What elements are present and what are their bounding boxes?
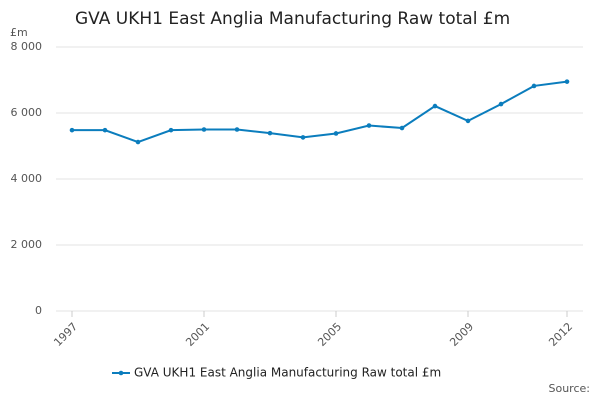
point bbox=[168, 127, 174, 133]
point bbox=[399, 125, 405, 131]
x-tick-label: 2001 bbox=[183, 320, 212, 349]
chart-title: GVA UKH1 East Anglia Manufacturing Raw t… bbox=[75, 9, 510, 29]
series-line bbox=[72, 80, 568, 144]
point bbox=[564, 79, 570, 84]
y-axis-label: £m bbox=[10, 26, 28, 39]
x-tick-label: 1997 bbox=[51, 320, 80, 349]
point bbox=[201, 127, 207, 132]
x-tick-label: 2005 bbox=[315, 320, 344, 349]
y-tick-label: 6 000 bbox=[11, 106, 43, 119]
x-tick-label: 2012 bbox=[546, 320, 575, 349]
point bbox=[465, 118, 471, 124]
point bbox=[498, 101, 504, 107]
point bbox=[300, 135, 306, 140]
point bbox=[366, 123, 372, 128]
point bbox=[531, 83, 537, 89]
point bbox=[432, 103, 438, 109]
point bbox=[333, 131, 339, 136]
source: Source: bbox=[549, 382, 591, 395]
point bbox=[267, 130, 273, 136]
y-tick-label: 0 bbox=[35, 304, 42, 317]
legend-marker bbox=[118, 370, 124, 376]
y-tick-label: 8 000 bbox=[11, 40, 43, 53]
y-tick-label: 2 000 bbox=[11, 238, 43, 251]
point bbox=[69, 127, 75, 133]
point bbox=[234, 127, 240, 132]
point bbox=[102, 127, 108, 133]
point bbox=[135, 139, 141, 145]
x-tick-label: 2009 bbox=[447, 320, 476, 349]
legend-label: GVA UKH1 East Anglia Manufacturing Raw t… bbox=[134, 366, 441, 380]
y-tick-label: 4 000 bbox=[11, 172, 43, 185]
